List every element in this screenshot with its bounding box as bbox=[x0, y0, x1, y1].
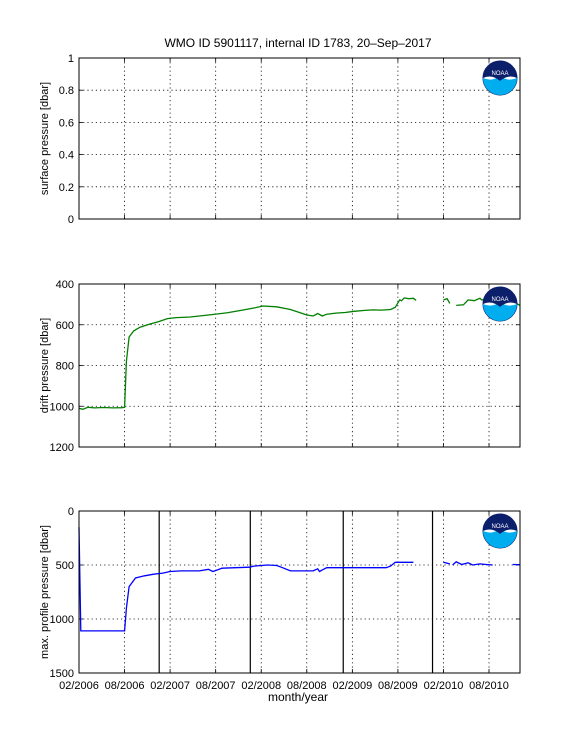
y-tick-label: 0.4 bbox=[59, 150, 74, 162]
y-tick-label: 1 bbox=[68, 53, 74, 65]
y-tick-label: 1200 bbox=[50, 442, 74, 454]
logo-gull bbox=[483, 61, 517, 81]
x-tick-label: 08/2007 bbox=[196, 680, 236, 692]
y-tick-label: 0.2 bbox=[59, 182, 74, 194]
y-tick-label: 0.6 bbox=[59, 117, 74, 129]
panel-drift: 400 600 800 1000 1200 drift pressure [dbar] NO… bbox=[39, 279, 521, 454]
y-tick-label: 1500 bbox=[50, 668, 74, 680]
logo-text: NOAA bbox=[491, 71, 508, 77]
y-tick-label: 0 bbox=[68, 506, 74, 518]
logo-wave bbox=[483, 302, 517, 321]
x-tick-label: 02/2010 bbox=[424, 680, 464, 692]
y-tick-label: 800 bbox=[56, 361, 74, 373]
logo-wave bbox=[483, 529, 517, 548]
x-tick-label: 02/2006 bbox=[59, 680, 99, 692]
y-tick-label: 400 bbox=[56, 279, 74, 291]
logo-gull bbox=[483, 287, 517, 307]
plot-area bbox=[79, 511, 520, 673]
plot-area bbox=[79, 284, 520, 447]
series-line bbox=[443, 561, 450, 565]
logo-text: NOAA bbox=[491, 524, 508, 530]
x-tick-label: 02/2008 bbox=[241, 680, 281, 692]
x-axis-label: month/year bbox=[268, 690, 328, 704]
series-line bbox=[452, 561, 493, 566]
y-tick-label: 1000 bbox=[50, 614, 74, 626]
noaa-logo-icon: NOAA bbox=[482, 513, 518, 549]
logo-text: NOAA bbox=[491, 297, 508, 303]
y-tick-label: 0.8 bbox=[59, 85, 74, 97]
x-tick-label: 02/2007 bbox=[150, 680, 190, 692]
axes-frame bbox=[78, 57, 521, 220]
x-tick-label: 08/2008 bbox=[287, 680, 327, 692]
y-tick-label: 600 bbox=[56, 320, 74, 332]
figure-title: WMO ID 5901117, internal ID 1783, 20–Sep… bbox=[164, 36, 431, 50]
logo-wave bbox=[483, 76, 517, 95]
x-tick-label: 08/2009 bbox=[378, 680, 418, 692]
x-tick-label: 08/2006 bbox=[105, 680, 145, 692]
x-tick-label: 08/2010 bbox=[469, 680, 509, 692]
axes-frame bbox=[78, 510, 521, 674]
y-axis-label: drift pressure [dbar] bbox=[39, 318, 51, 413]
logo-gull bbox=[483, 514, 517, 534]
x-tick-label: 02/2009 bbox=[332, 680, 372, 692]
plot-area bbox=[79, 58, 520, 219]
y-axis-label: surface pressure [dbar] bbox=[39, 82, 51, 195]
y-tick-label: 500 bbox=[56, 560, 74, 572]
y-tick-label: 0 bbox=[68, 214, 74, 226]
y-axis-label: max. profile pressure [dbar] bbox=[39, 525, 51, 659]
panel-profile: 0 500 1000 1500 max. profile pressure [dbar]… bbox=[39, 506, 521, 692]
series-line bbox=[78, 297, 417, 410]
series-line bbox=[443, 297, 451, 304]
series-line bbox=[78, 527, 414, 632]
noaa-logo-icon: NOAA bbox=[482, 60, 518, 96]
axes-frame bbox=[78, 283, 521, 448]
y-tick-label: 1000 bbox=[50, 401, 74, 413]
noaa-logo-icon: NOAA bbox=[482, 286, 518, 322]
panel-surface: 0 0.2 0.4 0.6 0.8 1 surface pressure [dbar] NOA… bbox=[39, 53, 521, 226]
